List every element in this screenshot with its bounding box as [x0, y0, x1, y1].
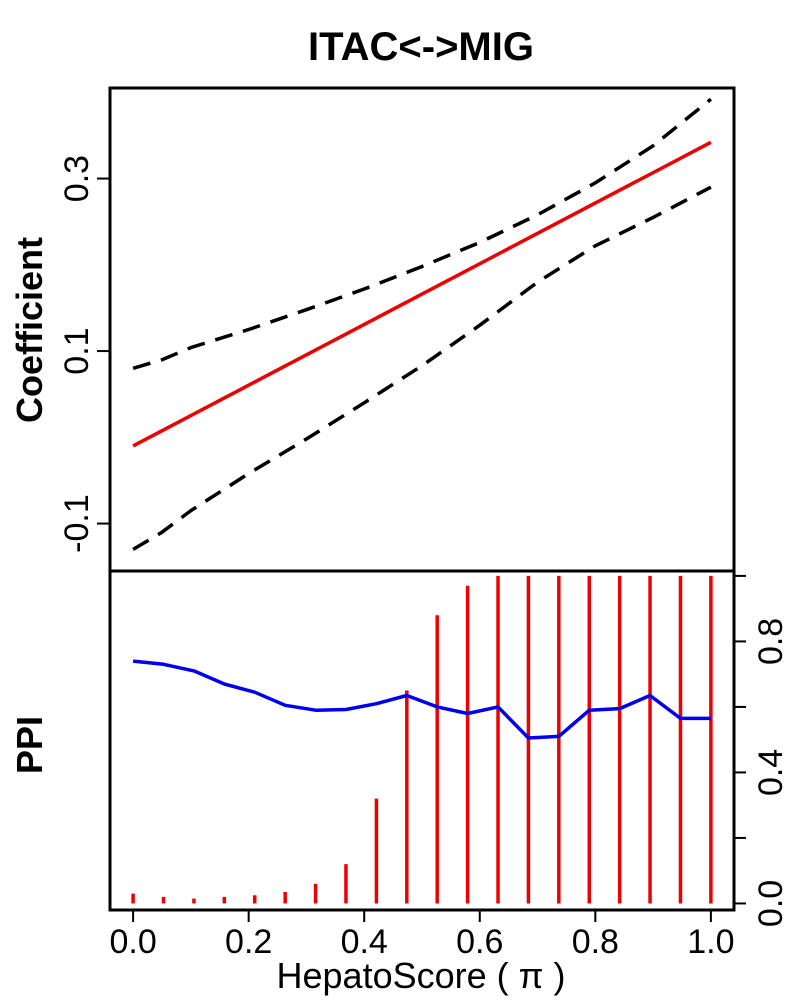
x-tick-label: 0.6 — [456, 923, 503, 961]
bottom-y-tick-label: 0.4 — [752, 749, 790, 796]
x-tick-label: 0.8 — [572, 923, 619, 961]
top-y-tick-label: -0.1 — [58, 494, 96, 553]
top-y-tick-label: 0.3 — [58, 155, 96, 202]
bottom-y-tick-label: 0.0 — [752, 880, 790, 927]
bottom-y-axis-label: PPI — [9, 716, 50, 774]
ppi-line — [132, 659, 711, 740]
chart-title: ITAC<->MIG — [308, 25, 534, 69]
upper-band-line — [132, 97, 712, 370]
x-tick-label: 0.0 — [109, 923, 156, 961]
top-y-axis-label: Coefficient — [9, 237, 50, 423]
bottom-plot-series — [131, 575, 713, 904]
bottom-y-tick-label: 0.8 — [752, 618, 790, 665]
bottom-plot-frame — [108, 569, 736, 912]
x-axis: 0.0 0.2 0.4 0.6 0.8 1.0 — [109, 910, 735, 961]
bottom-y-axis: 0.0 0.4 0.8 — [733, 574, 790, 927]
top-panel: -0.1 0.1 0.3 — [58, 86, 736, 573]
bottom-panel: 0.0 0.4 0.8 0.0 0.2 0.4 0.6 0.8 1.0 — [108, 569, 790, 961]
x-tick-label: 0.4 — [341, 923, 388, 961]
top-plot-frame — [108, 86, 736, 573]
x-tick-label: 1.0 — [687, 923, 734, 961]
x-tick-label: 0.2 — [225, 923, 272, 961]
x-axis-label: HepatoScore ( π ) — [277, 955, 566, 996]
top-y-axis: -0.1 0.1 0.3 — [58, 155, 110, 553]
estimate-line — [132, 140, 712, 448]
top-y-tick-label: 0.1 — [58, 327, 96, 374]
lower-band-line — [132, 185, 712, 551]
top-plot-series — [132, 97, 712, 551]
